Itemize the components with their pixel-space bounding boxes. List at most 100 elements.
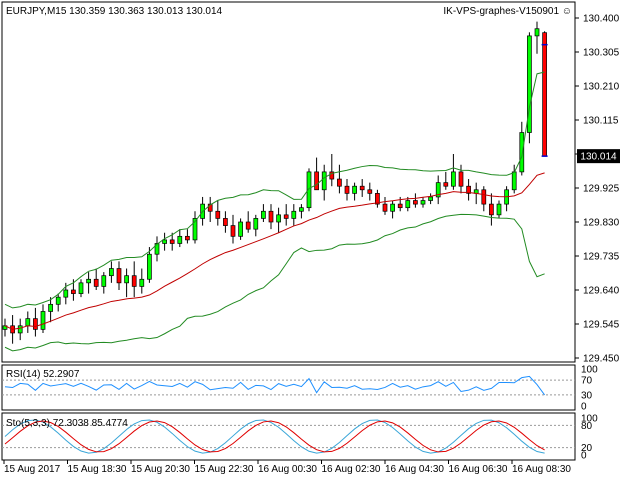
candle[interactable]	[33, 307, 38, 337]
candle[interactable]	[17, 318, 23, 341]
candle[interactable]	[238, 218, 243, 240]
stochastic-panel	[1, 412, 576, 461]
stoch-signal-line	[4, 420, 545, 453]
price-tick-label: 129.640	[583, 286, 620, 297]
candle[interactable]	[504, 186, 509, 212]
candle[interactable]	[169, 232, 175, 251]
candle-body	[261, 210, 266, 219]
candle[interactable]	[489, 193, 494, 226]
candle[interactable]	[451, 154, 456, 190]
candle[interactable]	[405, 196, 411, 212]
candle[interactable]	[329, 154, 335, 187]
candle[interactable]	[139, 268, 145, 294]
candle[interactable]	[276, 207, 281, 233]
candle[interactable]	[519, 121, 525, 176]
bollinger-upper-line	[4, 71, 545, 309]
candle[interactable]	[48, 297, 53, 323]
candle[interactable]	[542, 31, 547, 157]
price-panel	[1, 1, 576, 363]
candle[interactable]	[215, 200, 221, 226]
candle[interactable]	[291, 204, 297, 226]
candle[interactable]	[261, 204, 266, 222]
candle[interactable]	[86, 272, 91, 294]
candle-body	[458, 171, 464, 187]
candle[interactable]	[78, 279, 84, 298]
candle[interactable]	[466, 179, 471, 201]
time-tick-label: 16 Aug 08:30	[512, 464, 571, 475]
candle[interactable]	[162, 232, 167, 251]
candle-body	[443, 182, 449, 187]
candle[interactable]	[2, 318, 8, 337]
time-tick-label: 15 Aug 22:30	[195, 464, 254, 475]
candle[interactable]	[116, 261, 122, 290]
candle-body	[116, 268, 122, 284]
candle[interactable]	[124, 268, 129, 298]
candle-body	[299, 207, 304, 212]
candle[interactable]	[390, 200, 395, 219]
candle[interactable]	[207, 196, 213, 222]
candle[interactable]	[131, 261, 137, 298]
candle[interactable]	[375, 189, 380, 208]
candle[interactable]	[192, 211, 198, 244]
candle[interactable]	[382, 196, 388, 215]
candle[interactable]	[359, 179, 365, 197]
candle-body	[466, 185, 471, 194]
candle[interactable]	[109, 261, 114, 283]
candle[interactable]	[154, 236, 160, 262]
time-tick-label: 16 Aug 00:30	[258, 464, 317, 475]
candle-body	[489, 203, 494, 216]
candle[interactable]	[314, 157, 319, 191]
time-axis: 15 Aug 2017 15 Aug 18:30 15 Aug 20:30 15 Au…	[3, 460, 571, 475]
candle[interactable]	[253, 214, 259, 237]
candle-body	[268, 210, 274, 223]
candle-body	[329, 171, 335, 180]
stoch-label: Sto(5,3,3) 72.3038 85.4774	[6, 418, 128, 429]
candle[interactable]	[25, 311, 31, 333]
candle[interactable]	[496, 200, 502, 219]
candle[interactable]	[185, 229, 190, 244]
rsi-level-label: 30	[581, 390, 593, 401]
candle[interactable]	[177, 229, 183, 248]
candles	[2, 21, 547, 344]
candle[interactable]	[458, 164, 464, 194]
candle[interactable]	[147, 247, 152, 283]
candle[interactable]	[428, 193, 433, 205]
candle[interactable]	[321, 164, 327, 201]
candle-body	[314, 171, 319, 191]
candle[interactable]	[101, 272, 107, 294]
candle-body	[496, 203, 502, 216]
candle[interactable]	[352, 182, 357, 201]
candle[interactable]	[223, 211, 228, 233]
candle-body	[390, 203, 395, 212]
candle[interactable]	[527, 32, 532, 144]
candle-body	[306, 171, 312, 209]
candle[interactable]	[283, 204, 289, 226]
candle[interactable]	[534, 21, 540, 54]
candle[interactable]	[230, 214, 236, 244]
candle[interactable]	[299, 204, 304, 219]
stoch-level-label: 100	[581, 414, 598, 425]
candle-body	[109, 268, 114, 277]
candle[interactable]	[413, 193, 418, 208]
price-tick-label: 130.115	[583, 116, 619, 127]
candle[interactable]	[367, 182, 373, 201]
candle[interactable]	[93, 268, 99, 290]
candle[interactable]	[435, 175, 441, 205]
candle[interactable]	[245, 211, 251, 233]
candle[interactable]	[420, 196, 426, 208]
candle[interactable]	[344, 179, 350, 201]
candle[interactable]	[40, 304, 46, 333]
candle[interactable]	[443, 171, 449, 190]
candle[interactable]	[55, 293, 61, 312]
candle[interactable]	[481, 186, 487, 212]
candle-body	[33, 318, 38, 330]
candle[interactable]	[337, 164, 342, 194]
rsi-level-label: 100	[581, 365, 598, 376]
candle[interactable]	[268, 204, 274, 230]
candle-body	[276, 214, 281, 223]
candle-body	[375, 193, 380, 205]
candle[interactable]	[306, 168, 312, 212]
candle-body	[283, 214, 289, 219]
candle-body	[78, 282, 84, 294]
